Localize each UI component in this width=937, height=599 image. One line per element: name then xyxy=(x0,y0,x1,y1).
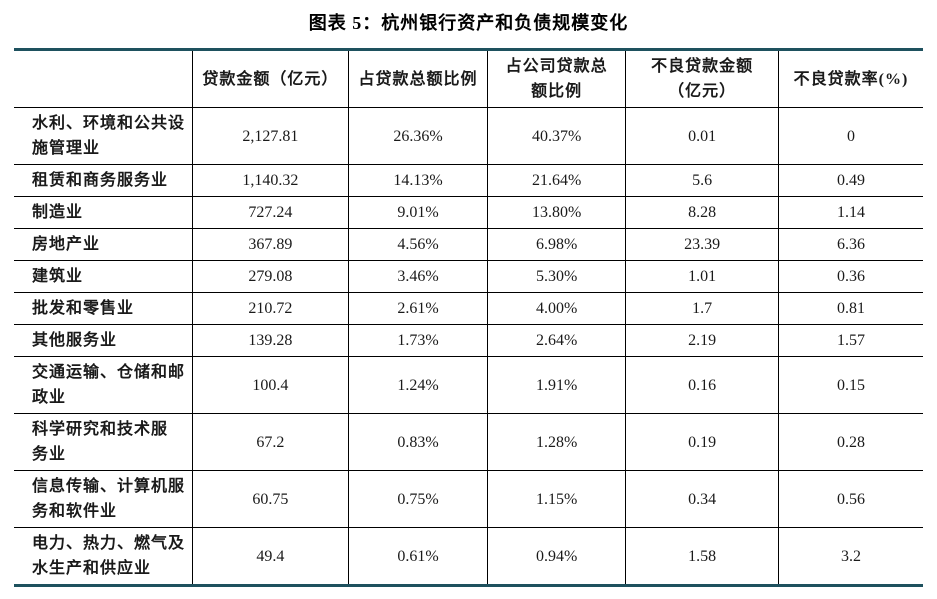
industry-label: 批发和零售业 xyxy=(14,292,193,325)
value-cell: 367.89 xyxy=(192,228,350,261)
header-share-of-corporate-loans: 占公司贷款总 额比例 xyxy=(487,49,627,108)
value-cell: 2.64% xyxy=(487,324,627,357)
value-cell: 210.72 xyxy=(192,292,350,325)
industry-label: 其他服务业 xyxy=(14,324,193,357)
header-loan-amount: 贷款金额（亿元） xyxy=(192,49,350,108)
header-industry xyxy=(14,49,193,108)
table-row: 电力、热力、燃气及 水生产和供应业 49.4 0.61% 0.94% 1.58 3.2 xyxy=(14,527,923,586)
value-cell: 139.28 xyxy=(192,324,350,357)
value-cell: 2.19 xyxy=(625,324,779,357)
value-cell: 6.36 xyxy=(778,228,923,261)
value-cell: 14.13% xyxy=(348,164,489,197)
table-row: 制造业 727.24 9.01% 13.80% 8.28 1.14 xyxy=(14,196,923,229)
table-row: 水利、环境和公共设 施管理业 2,127.81 26.36% 40.37% 0.01 0 xyxy=(14,107,923,165)
value-cell: 1.58 xyxy=(625,527,779,586)
table-body: 水利、环境和公共设 施管理业 2,127.81 26.36% 40.37% 0.01 0 租… xyxy=(14,107,923,586)
value-cell: 0.94% xyxy=(487,527,627,586)
value-cell: 8.28 xyxy=(625,196,779,229)
value-cell: 13.80% xyxy=(487,196,627,229)
value-cell: 0.28 xyxy=(778,413,923,471)
value-cell: 40.37% xyxy=(487,107,627,165)
value-cell: 1.28% xyxy=(487,413,627,471)
value-cell: 0.34 xyxy=(625,470,779,528)
value-cell: 0.19 xyxy=(625,413,779,471)
value-cell: 5.30% xyxy=(487,260,627,293)
value-cell: 1.73% xyxy=(348,324,489,357)
value-cell: 1.14 xyxy=(778,196,923,229)
value-cell: 6.98% xyxy=(487,228,627,261)
value-cell: 0.01 xyxy=(625,107,779,165)
value-cell: 23.39 xyxy=(625,228,779,261)
value-cell: 1,140.32 xyxy=(192,164,350,197)
value-cell: 49.4 xyxy=(192,527,350,586)
value-cell: 1.01 xyxy=(625,260,779,293)
value-cell: 67.2 xyxy=(192,413,350,471)
header-npl-ratio: 不良贷款率(%) xyxy=(778,49,923,108)
value-cell: 0.49 xyxy=(778,164,923,197)
header-share-of-total-loans: 占贷款总额比例 xyxy=(348,49,489,108)
value-cell: 26.36% xyxy=(348,107,489,165)
table-row: 房地产业 367.89 4.56% 6.98% 23.39 6.36 xyxy=(14,228,923,261)
value-cell: 60.75 xyxy=(192,470,350,528)
value-cell: 279.08 xyxy=(192,260,350,293)
industry-label: 水利、环境和公共设 施管理业 xyxy=(14,107,193,165)
value-cell: 1.57 xyxy=(778,324,923,357)
table-row: 交通运输、仓储和邮 政业 100.4 1.24% 1.91% 0.16 0.15 xyxy=(14,356,923,414)
industry-label: 电力、热力、燃气及 水生产和供应业 xyxy=(14,527,193,586)
table-row: 信息传输、计算机服 务和软件业 60.75 0.75% 1.15% 0.34 0.56 xyxy=(14,470,923,528)
loan-table: 贷款金额（亿元） 占贷款总额比例 占公司贷款总 额比例 不良贷款金额 （亿元） … xyxy=(14,48,923,587)
table-row: 租赁和商务服务业 1,140.32 14.13% 21.64% 5.6 0.49 xyxy=(14,164,923,197)
table-row: 批发和零售业 210.72 2.61% 4.00% 1.7 0.81 xyxy=(14,292,923,325)
industry-label: 租赁和商务服务业 xyxy=(14,164,193,197)
value-cell: 2,127.81 xyxy=(192,107,350,165)
value-cell: 0.83% xyxy=(348,413,489,471)
value-cell: 4.00% xyxy=(487,292,627,325)
table-row: 其他服务业 139.28 1.73% 2.64% 2.19 1.57 xyxy=(14,324,923,357)
table-row: 建筑业 279.08 3.46% 5.30% 1.01 0.36 xyxy=(14,260,923,293)
value-cell: 21.64% xyxy=(487,164,627,197)
value-cell: 727.24 xyxy=(192,196,350,229)
value-cell: 3.46% xyxy=(348,260,489,293)
value-cell: 9.01% xyxy=(348,196,489,229)
value-cell: 1.7 xyxy=(625,292,779,325)
value-cell: 0.56 xyxy=(778,470,923,528)
value-cell: 0.16 xyxy=(625,356,779,414)
value-cell: 0.36 xyxy=(778,260,923,293)
figure-title: 图表 5：杭州银行资产和负债规模变化 xyxy=(308,13,629,33)
industry-label: 房地产业 xyxy=(14,228,193,261)
header-row: 贷款金额（亿元） 占贷款总额比例 占公司贷款总 额比例 不良贷款金额 （亿元） … xyxy=(14,49,923,108)
table-row: 科学研究和技术服 务业 67.2 0.83% 1.28% 0.19 0.28 xyxy=(14,413,923,471)
value-cell: 1.91% xyxy=(487,356,627,414)
industry-label: 建筑业 xyxy=(14,260,193,293)
value-cell: 100.4 xyxy=(192,356,350,414)
value-cell: 1.15% xyxy=(487,470,627,528)
industry-label: 交通运输、仓储和邮 政业 xyxy=(14,356,193,414)
industry-label: 科学研究和技术服 务业 xyxy=(14,413,193,471)
value-cell: 3.2 xyxy=(840,547,861,565)
value-cell: 0.81 xyxy=(778,292,923,325)
value-cell: 0.15 xyxy=(778,356,923,414)
value-cell: 0 xyxy=(778,107,923,165)
value-cell: 2.61% xyxy=(348,292,489,325)
industry-label: 制造业 xyxy=(14,196,193,229)
value-cell: 4.56% xyxy=(348,228,489,261)
report-page: 图表 5：杭州银行资产和负债规模变化 贷款金额（亿元） 占贷款总额比例 占公司贷… xyxy=(0,9,937,599)
value-cell: 0.75% xyxy=(348,470,489,528)
value-cell: 1.24% xyxy=(348,356,489,414)
value-cell: 0.61% xyxy=(348,527,489,586)
header-npl-amount: 不良贷款金额 （亿元） xyxy=(625,49,779,108)
value-cell: 5.6 xyxy=(625,164,779,197)
industry-label: 信息传输、计算机服 务和软件业 xyxy=(14,470,193,528)
